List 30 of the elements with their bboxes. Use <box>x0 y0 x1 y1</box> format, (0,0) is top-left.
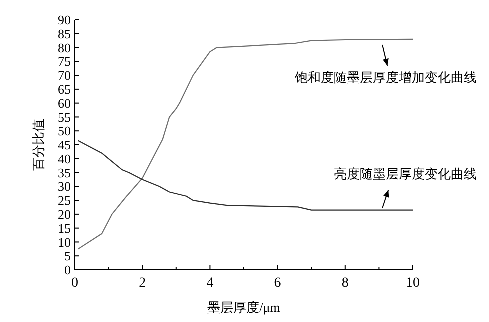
y-tick-label: 25 <box>58 193 71 208</box>
x-tick-label: 10 <box>406 276 420 291</box>
y-tick-label: 30 <box>58 179 71 194</box>
x-tick-label: 4 <box>206 276 214 291</box>
y-tick-label: 45 <box>58 138 71 153</box>
y-tick-label: 50 <box>58 124 71 139</box>
y-tick-label: 80 <box>58 40 71 56</box>
line-series <box>78 38 414 250</box>
x-tick-label: 2 <box>139 276 146 291</box>
y-tick-label: 75 <box>58 54 71 70</box>
y-tick-label: 20 <box>58 206 71 222</box>
y-tick-label: 60 <box>58 96 71 111</box>
x-tick-label: 8 <box>342 276 349 291</box>
y-tick-label: 10 <box>58 234 71 250</box>
y-tick-label: 35 <box>58 165 71 180</box>
y-tick-label: 85 <box>58 26 71 42</box>
y-tick-label: 0 <box>64 262 71 278</box>
x-axis-title: 墨层厚度/μm <box>208 300 280 315</box>
y-tick-label: 5 <box>64 248 71 264</box>
y-tick-label: 65 <box>58 82 71 97</box>
line-series <box>78 140 414 211</box>
x-tick-label: 6 <box>274 276 282 291</box>
y-tick-label: 15 <box>58 220 71 236</box>
annotation: 亮度随墨层厚度变化曲线 <box>334 166 477 182</box>
y-tick-label: 55 <box>58 110 71 125</box>
y-tick-label: 90 <box>58 12 71 28</box>
y-tick-label: 40 <box>58 151 71 166</box>
y-tick-label: 70 <box>58 68 71 84</box>
annotation: 饱和度随墨层厚度增加变化曲线 <box>294 70 477 85</box>
y-axis-title: 百分比值 <box>31 119 46 171</box>
